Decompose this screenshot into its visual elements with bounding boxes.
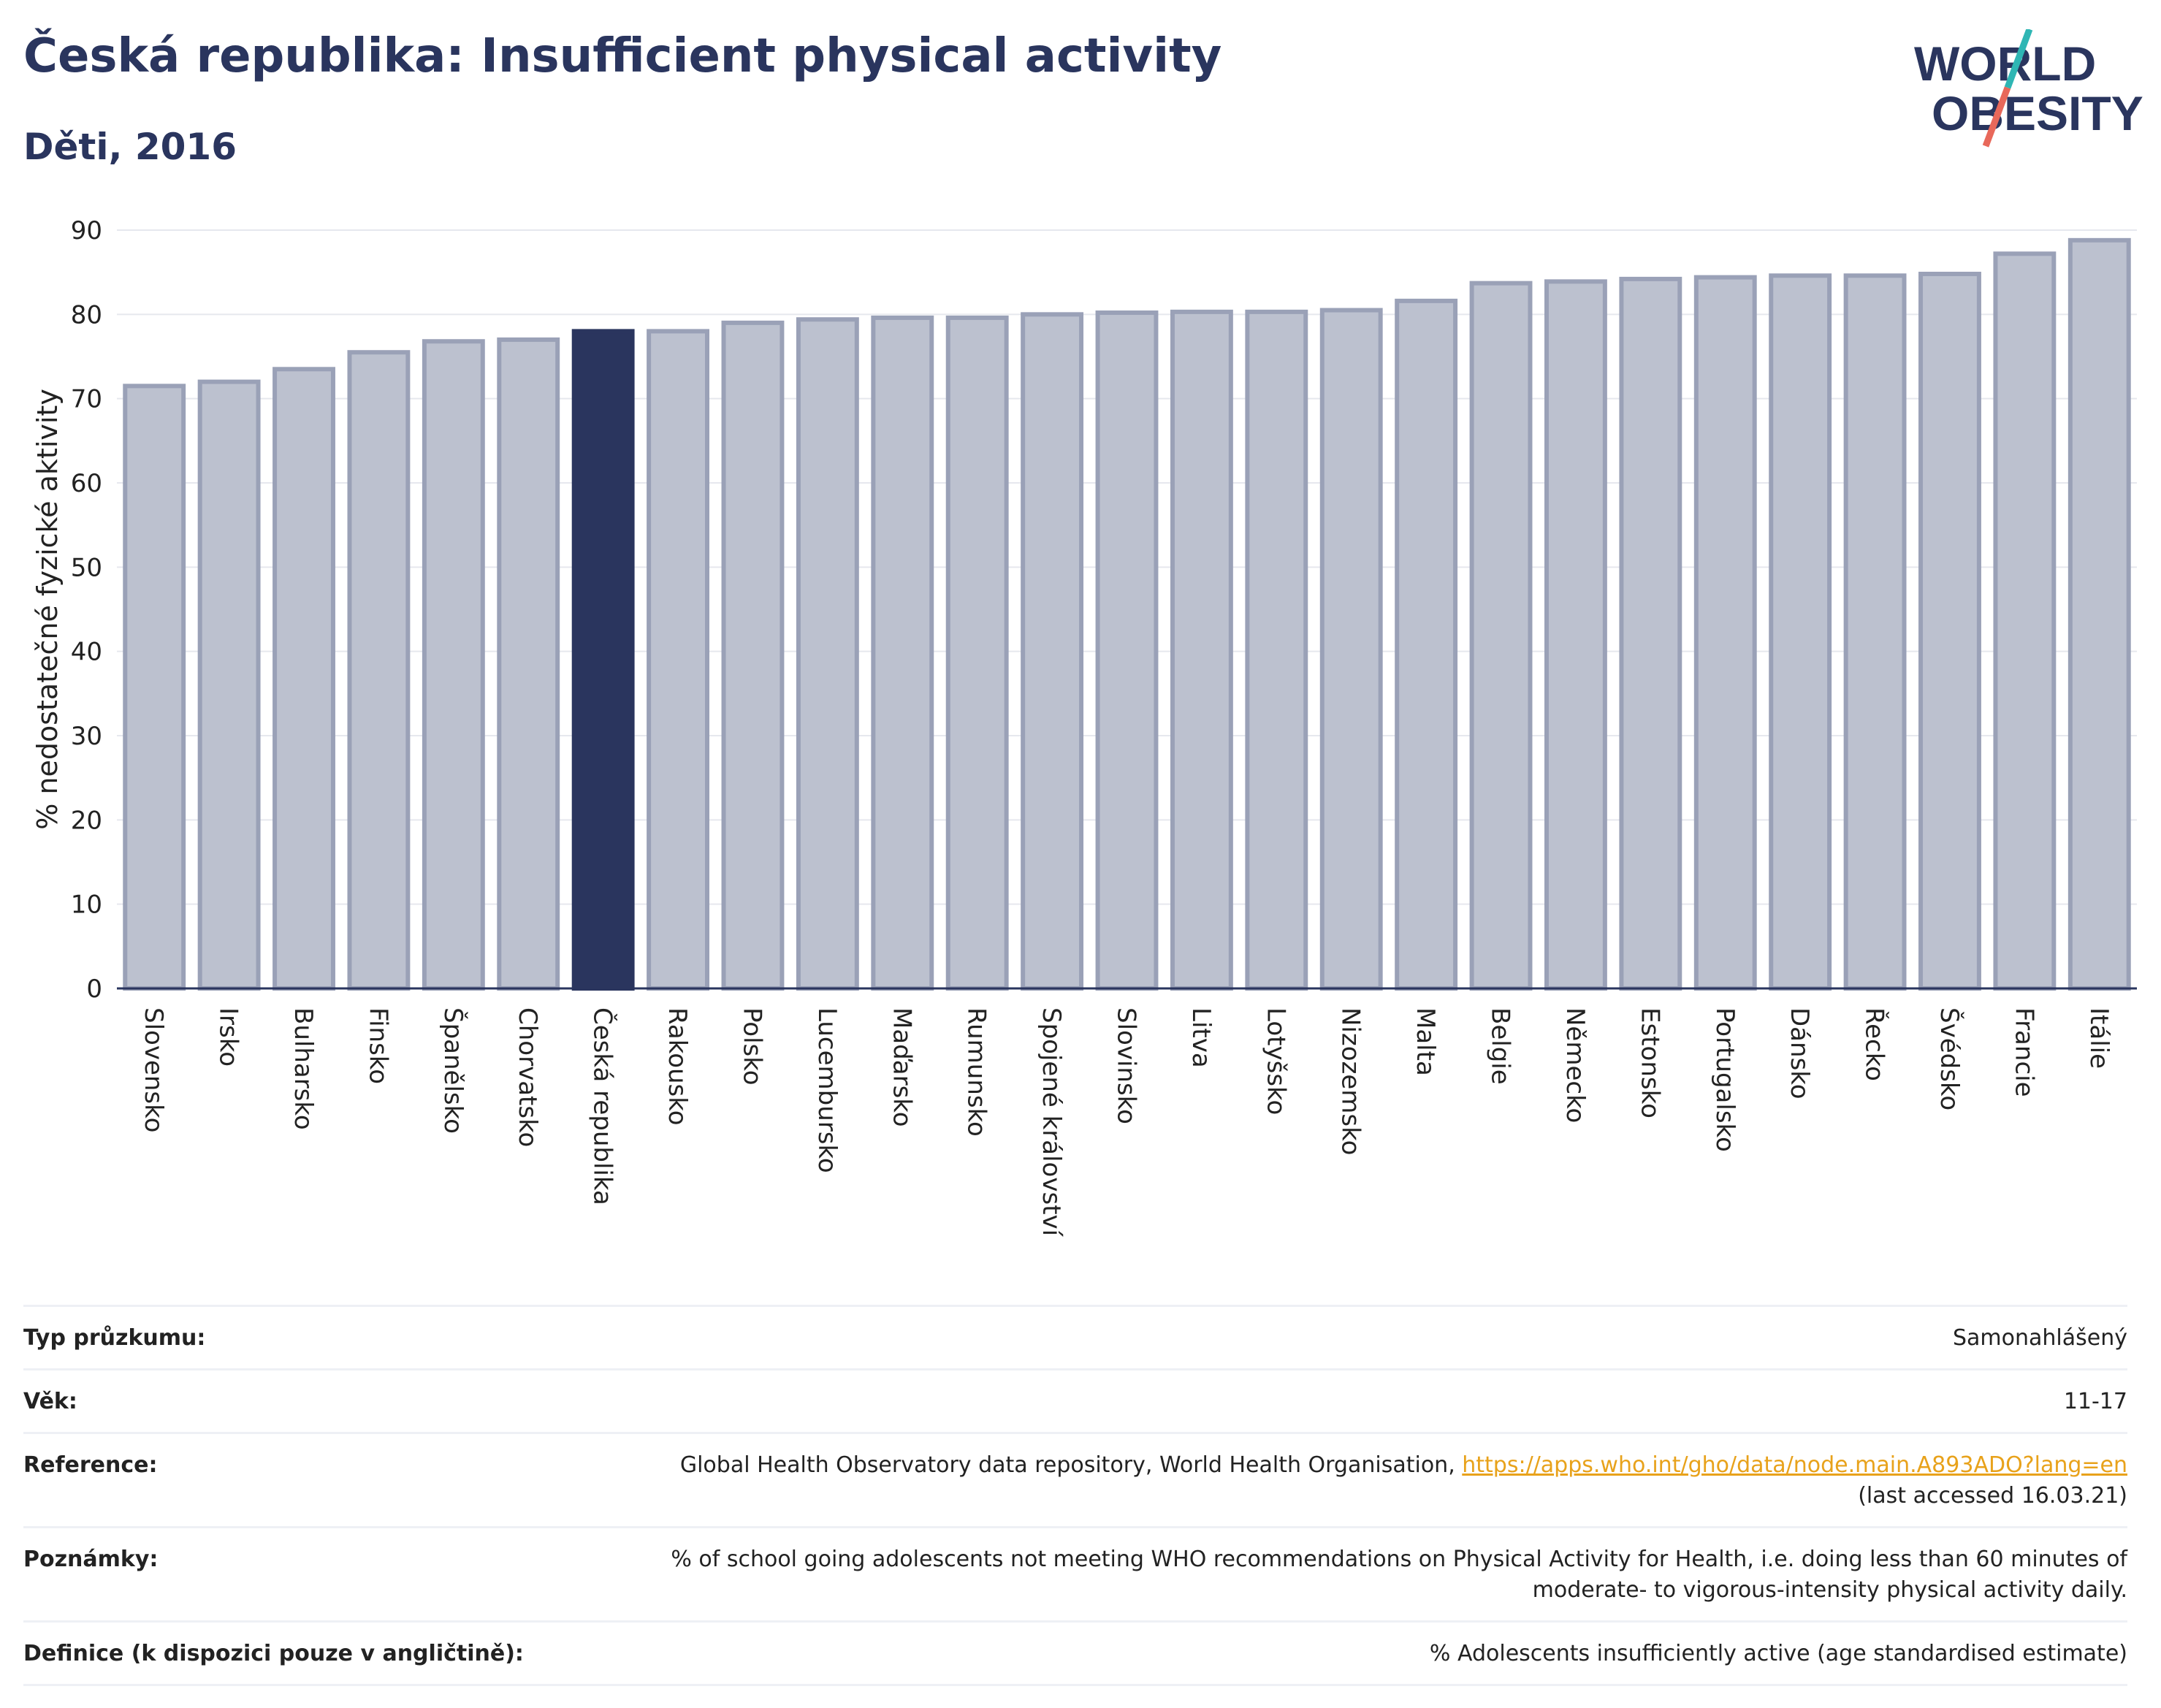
info-row-reference: Reference: Global Health Observatory dat… [23, 1432, 2127, 1526]
bar [1769, 273, 1832, 991]
info-value: % Adolescents insufficiently active (age… [1429, 1641, 2127, 1666]
bar [123, 384, 186, 991]
y-tick-label: 70 [71, 385, 102, 414]
bar [1619, 276, 1682, 991]
x-tick-label: Belgie [1486, 1007, 1515, 1085]
bar [1021, 312, 1084, 991]
x-tick-label: Spojené království [1037, 1007, 1066, 1238]
notes-line1: % of school going adolescents not meetin… [671, 1547, 2127, 1572]
x-tick-label: Slovinsko [1112, 1007, 1141, 1124]
bar-chart: 0 10 20 30 40 50 60 70 80 90 % nedostatečné fyzick… [31, 216, 2137, 1238]
x-tick-label: Rumunsko [962, 1007, 991, 1137]
bar [197, 379, 261, 991]
info-value: 11-17 [2063, 1389, 2127, 1414]
x-tick-label: Nizozemsko [1336, 1007, 1365, 1155]
x-tick-label: Německo [1560, 1007, 1590, 1123]
bar [571, 329, 635, 991]
x-tick-label: Lotyšsko [1261, 1007, 1290, 1115]
logo-line1: WORLD [1914, 37, 2096, 91]
bar [1395, 298, 1458, 991]
info-row-definition: Definice (k dispozici pouze v angličtině… [23, 1620, 2127, 1686]
bar [1469, 281, 1533, 991]
bar [796, 317, 859, 991]
x-tick-label: Litva [1186, 1007, 1216, 1068]
info-row-survey-type: Typ průzkumu: Samonahlášený [23, 1305, 2127, 1368]
x-tick-label: Dánsko [1785, 1007, 1814, 1099]
bar [1319, 308, 1383, 991]
y-tick-label: 30 [71, 722, 102, 751]
x-tick-label: Portugalsko [1710, 1007, 1739, 1152]
info-row-notes: Poznámky: % of school going adolescents … [23, 1526, 2127, 1620]
y-axis-label: % nedostatečné fyzické aktivity [31, 389, 64, 830]
info-value: Global Health Observatory data repositor… [680, 1450, 2127, 1511]
x-tick-label: Lucembursko [812, 1007, 842, 1173]
y-tick-label: 50 [71, 553, 102, 582]
y-tick-label: 10 [71, 891, 102, 920]
x-tick-label: Maďarsko [887, 1007, 916, 1127]
x-tick-label: Řecko [1860, 1007, 1890, 1081]
info-label: Reference: [23, 1452, 158, 1478]
x-tick-label: Bulharsko [289, 1007, 318, 1130]
y-tick-label: 60 [71, 469, 102, 498]
x-tick-label: Švédsko [1935, 1007, 1964, 1110]
x-tick-label: Itálie [2084, 1007, 2114, 1069]
info-table: Typ průzkumu: Samonahlášený Věk: 11-17 R… [23, 1305, 2127, 1686]
x-tick-label: Rakousko [663, 1007, 692, 1126]
bar [272, 367, 335, 991]
info-value: Samonahlášený [1953, 1325, 2127, 1351]
x-tick-label: Malta [1411, 1007, 1440, 1076]
info-label: Typ průzkumu: [23, 1325, 206, 1351]
bar [1544, 279, 1607, 991]
bar [871, 315, 934, 991]
bar [1095, 310, 1159, 991]
chart-title: Česká republika: Insufficient physical a… [23, 29, 1222, 83]
info-label: Věk: [23, 1389, 77, 1414]
x-tick-label: Francie [2009, 1007, 2038, 1097]
bar [721, 320, 785, 991]
y-tick-label: 40 [71, 638, 102, 667]
info-label: Poznámky: [23, 1547, 159, 1572]
x-tick-label: Česká republika [588, 1007, 618, 1205]
bar [1693, 275, 1757, 991]
info-label: Definice (k dispozici pouze v angličtině… [23, 1641, 524, 1666]
y-tick-label: 80 [71, 300, 102, 329]
bar [2067, 237, 2131, 991]
chart-subtitle: Děti, 2016 [23, 126, 237, 168]
logo-slash-red [1982, 86, 2011, 148]
bar [1918, 271, 1981, 991]
bar [422, 339, 485, 991]
bar [1245, 309, 1308, 991]
notes-line2: moderate- to vigorous-intensity physical… [1532, 1577, 2127, 1603]
reference-accessed: (last accessed 16.03.21) [1858, 1483, 2127, 1509]
bar [497, 337, 560, 991]
bar [647, 329, 709, 991]
info-value: % of school going adolescents not meetin… [671, 1544, 2127, 1606]
y-tick-label: 90 [71, 216, 102, 245]
x-tick-label: Polsko [737, 1007, 766, 1086]
x-tick-label: Chorvatsko [513, 1007, 542, 1147]
bar [347, 350, 411, 991]
reference-text: Global Health Observatory data repositor… [679, 1452, 1463, 1478]
world-obesity-logo: WORLD OBESITY [1914, 29, 2143, 148]
x-tick-label: Estonsko [1635, 1007, 1664, 1118]
bar [945, 315, 1009, 991]
bar [1170, 309, 1233, 991]
x-tick-label: Slovensko [139, 1007, 168, 1132]
x-tick-label: Španělsko [438, 1007, 468, 1134]
bar [1993, 251, 2057, 991]
info-row-age: Věk: 11-17 [23, 1368, 2127, 1432]
logo-line2: OBESITY [1932, 86, 2143, 140]
x-tick-label: Irsko [214, 1007, 243, 1067]
y-tick-label: 0 [86, 975, 102, 1004]
y-tick-label: 20 [71, 806, 102, 835]
x-tick-label: Finsko [363, 1007, 392, 1084]
bar [1843, 273, 1907, 991]
reference-link[interactable]: https://apps.who.int/gho/data/node.main.… [1462, 1452, 2127, 1478]
logo-slash-teal [2004, 29, 2033, 89]
